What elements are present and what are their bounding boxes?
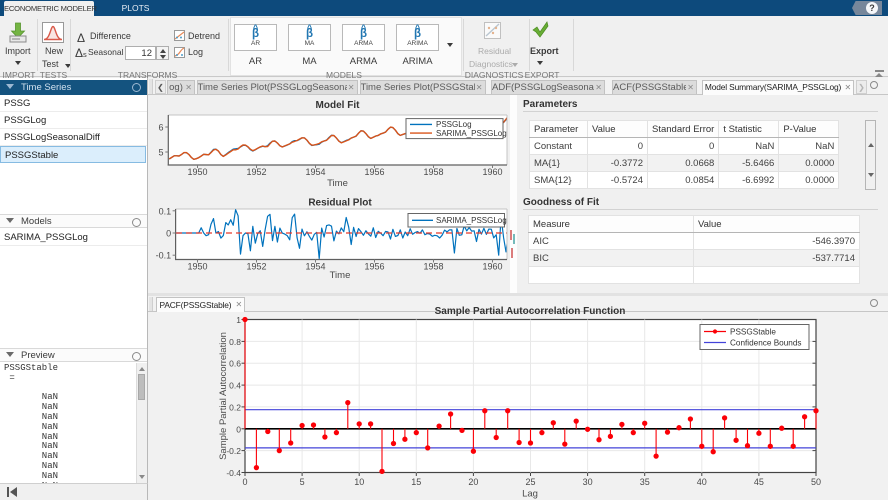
svg-text:-0.2: -0.2: [226, 446, 241, 456]
svg-text:Residual Plot: Residual Plot: [308, 198, 372, 209]
svg-text:-0.1: -0.1: [156, 251, 172, 261]
svg-text:1952: 1952: [246, 262, 266, 272]
svg-text:1: 1: [236, 315, 241, 325]
svg-text:20: 20: [468, 477, 478, 487]
svg-text:SARIMA_PSSGLog: SARIMA_PSSGLog: [436, 129, 507, 138]
svg-text:1954: 1954: [305, 167, 325, 177]
svg-text:SARIMA_PSSGLog: SARIMA_PSSGLog: [436, 216, 507, 225]
svg-text:1958: 1958: [423, 167, 443, 177]
svg-text:1954: 1954: [305, 262, 325, 272]
svg-text:Lag: Lag: [522, 489, 538, 500]
svg-text:1950: 1950: [187, 167, 207, 177]
svg-text:-0.4: -0.4: [226, 468, 241, 478]
svg-text:5: 5: [158, 148, 163, 158]
svg-text:45: 45: [754, 477, 764, 487]
svg-text:1960: 1960: [482, 167, 502, 177]
svg-text:6: 6: [158, 123, 163, 133]
svg-text:0.4: 0.4: [229, 381, 241, 391]
svg-text:0.2: 0.2: [229, 402, 241, 412]
svg-text:1956: 1956: [364, 262, 384, 272]
svg-text:30: 30: [583, 477, 593, 487]
svg-text:PSSGStable: PSSGStable: [730, 327, 776, 336]
svg-text:15: 15: [411, 477, 421, 487]
svg-text:0: 0: [236, 424, 241, 434]
svg-text:Time: Time: [330, 270, 351, 281]
svg-text:1950: 1950: [187, 262, 207, 272]
svg-text:1952: 1952: [246, 167, 266, 177]
svg-text:0: 0: [242, 477, 247, 487]
svg-text:1956: 1956: [364, 167, 384, 177]
svg-text:Confidence Bounds: Confidence Bounds: [730, 338, 801, 347]
svg-text:PSSGLog: PSSGLog: [436, 120, 472, 129]
svg-text:50: 50: [811, 477, 821, 487]
svg-text:5: 5: [300, 477, 305, 487]
svg-text:0.1: 0.1: [159, 206, 172, 216]
svg-text:1958: 1958: [423, 262, 443, 272]
svg-text:10: 10: [354, 477, 364, 487]
svg-text:Model Fit: Model Fit: [316, 100, 361, 111]
svg-text:0.6: 0.6: [229, 359, 241, 369]
svg-text:0.8: 0.8: [229, 337, 241, 347]
svg-text:Time: Time: [327, 178, 348, 189]
svg-text:1960: 1960: [482, 262, 502, 272]
svg-text:0: 0: [166, 229, 171, 239]
svg-text:40: 40: [697, 477, 707, 487]
svg-text:Sample Partial Autocorrelation: Sample Partial Autocorrelation: [218, 332, 229, 460]
svg-text:25: 25: [525, 477, 535, 487]
svg-text:35: 35: [640, 477, 650, 487]
